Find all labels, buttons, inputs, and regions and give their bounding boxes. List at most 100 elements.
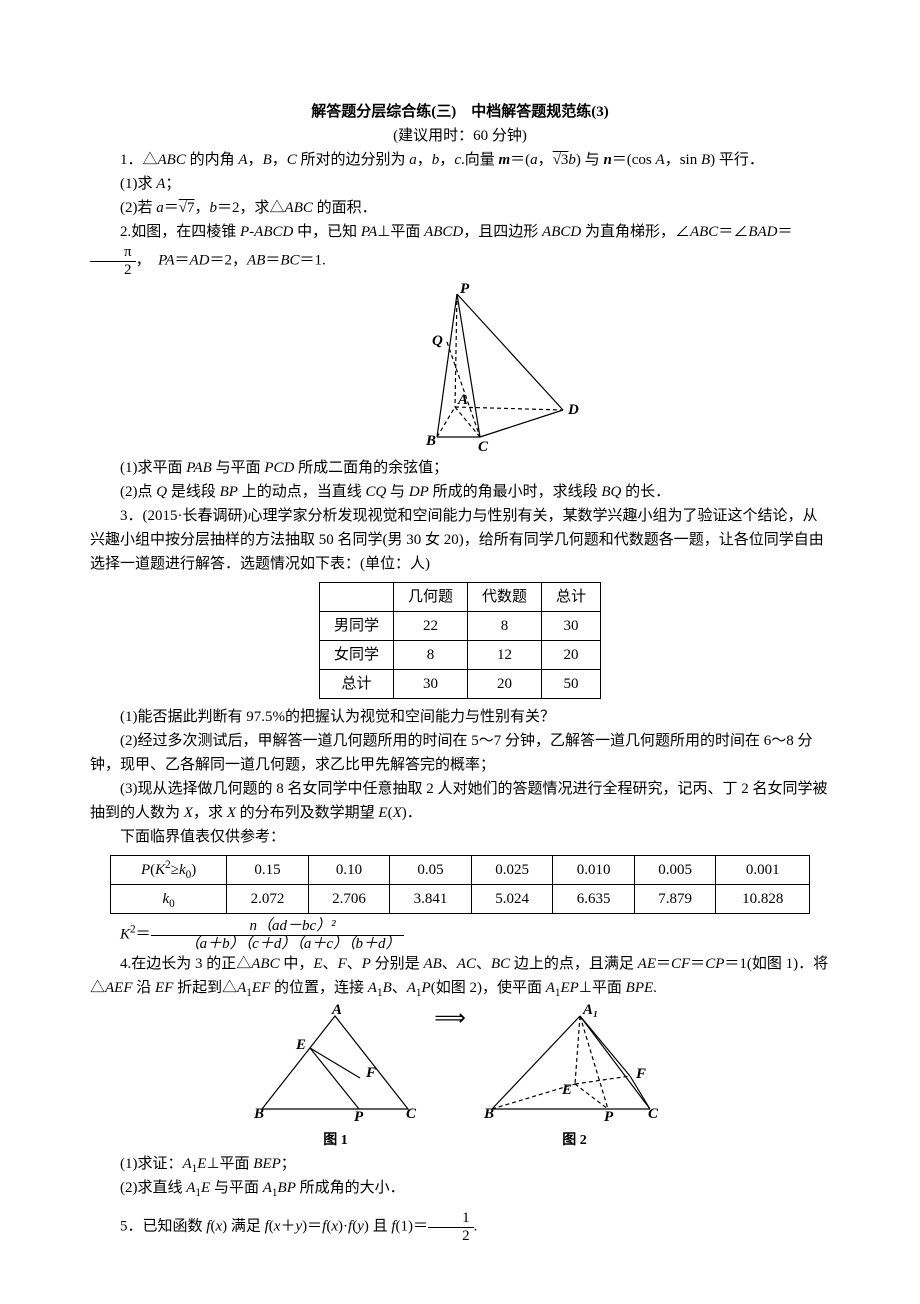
- t: 且: [369, 1219, 392, 1235]
- t: 所成的角最小时，求线段: [429, 484, 602, 500]
- table-row: 总计 30 20 50: [319, 670, 600, 699]
- q2-part1: (1)求平面 PAB 与平面 PCD 所成二面角的余弦值；: [90, 456, 830, 480]
- td: 22: [393, 612, 467, 641]
- k2-formula: K2＝n（ad－bc）²（a＋b）（c＋d）（a＋c）（b＋d）: [90, 918, 830, 952]
- abc: ABC: [285, 200, 313, 216]
- c: C: [287, 152, 297, 168]
- t: .向量: [461, 152, 499, 168]
- ab: AB: [423, 956, 441, 972]
- q3-note: 下面临界值表仅供参考：: [90, 825, 830, 849]
- lbl-F: F: [365, 1065, 376, 1081]
- a1p: A: [407, 980, 416, 996]
- a1ef: A: [237, 980, 246, 996]
- t: 的面积．: [313, 200, 377, 216]
- t: (如图 2)，使平面: [431, 980, 546, 996]
- t: 所成二面角的余弦值；: [294, 460, 448, 476]
- dp: DP: [409, 484, 429, 500]
- lbl-E: E: [295, 1037, 306, 1053]
- t: 的长．: [621, 484, 670, 500]
- lbl-P: P: [460, 282, 470, 297]
- lbl-F: F: [635, 1066, 646, 1082]
- q3-part3: (3)现从选择做几何题的 8 名女同学中任意抽取 2 人对她们的答题情况进行全程…: [90, 777, 830, 825]
- q: Q: [156, 484, 167, 500]
- t: ＝: [778, 224, 793, 240]
- q3-stem: 3．(2015·长春调研)心理学家分析发现视觉和空间能力与性别有关，某数学兴趣小…: [90, 504, 830, 576]
- lbl-B: B: [483, 1106, 494, 1122]
- b4: B: [701, 152, 710, 168]
- lbl-P: P: [604, 1109, 614, 1124]
- x2: X: [227, 805, 236, 821]
- f1: f: [391, 1219, 395, 1235]
- table-gender: 几何题 代数题 总计 男同学 22 8 30 女同学 8 12 20 总计 30…: [319, 582, 601, 699]
- q1-part2: (2)若 a＝√7，b＝2，求△ABC 的面积．: [90, 196, 830, 220]
- cf: CF: [671, 956, 690, 972]
- table-row: 几何题 代数题 总计: [319, 583, 600, 612]
- td: 0.005: [634, 856, 716, 885]
- q3-part1: (1)能否据此判断有 97.5%的把握认为视觉和空间能力与性别有关？: [90, 705, 830, 729]
- eq: ＝: [136, 926, 151, 942]
- t: 5．已知函数: [120, 1219, 206, 1235]
- th: 代数题: [468, 583, 542, 612]
- t: 是线段: [167, 484, 220, 500]
- td: 男同学: [319, 612, 393, 641]
- k2: K: [120, 926, 130, 942]
- b: B: [383, 980, 392, 996]
- figure-row: A B C E F P 图 1 ⟹ A₁ B C P E: [90, 1000, 830, 1152]
- q2-stem: 2.如图，在四棱锥 P-ABCD 中，已知 PA⊥平面 ABCD，且四边形 AB…: [90, 220, 830, 278]
- b3: b: [568, 152, 576, 168]
- td: 30: [393, 670, 467, 699]
- a: a: [156, 200, 164, 216]
- t: 1．△: [120, 152, 158, 168]
- t: ＝: [413, 1219, 428, 1235]
- sqrt3: √3: [553, 152, 569, 168]
- t: 与平面: [210, 1180, 263, 1196]
- a1ep: A: [546, 980, 555, 996]
- a1e: A: [183, 1156, 192, 1172]
- x3: X: [393, 805, 402, 821]
- table-critical: P(K2≥k0) 0.15 0.10 0.05 0.025 0.010 0.00…: [110, 855, 810, 914]
- den: （a＋b）（c＋d）（a＋c）（b＋d）: [151, 936, 405, 953]
- t: 与: [581, 152, 604, 168]
- t: (1)求证：: [120, 1156, 183, 1172]
- td: 2.072: [227, 885, 309, 914]
- bad: BAD: [748, 224, 777, 240]
- t: 的分布列及数学期望: [236, 805, 379, 821]
- lbl-E: E: [561, 1082, 572, 1098]
- ex: E: [378, 805, 387, 821]
- t: 沿: [133, 980, 156, 996]
- table-row: 男同学 22 8 30: [319, 612, 600, 641]
- td: 女同学: [319, 641, 393, 670]
- td: 0.001: [716, 856, 810, 885]
- lbl-D: D: [567, 402, 579, 418]
- t: (2)求直线: [120, 1180, 186, 1196]
- title-sub: (建议用时：60 分钟): [90, 124, 830, 148]
- td: 30: [542, 612, 601, 641]
- a3: a: [530, 152, 538, 168]
- t: (2)点: [120, 484, 156, 500]
- td: 7.879: [634, 885, 716, 914]
- b2: b: [432, 152, 440, 168]
- c2: c: [454, 152, 461, 168]
- q3-part2: (2)经过多次测试后，甲解答一道几何题所用的时间在 5～7 分钟，乙解答一道几何…: [90, 729, 830, 777]
- t: ⊥平面: [206, 1156, 253, 1172]
- a4: A: [656, 152, 665, 168]
- t: ，: [136, 252, 159, 268]
- t: ．: [407, 805, 422, 821]
- lbl-B: B: [425, 433, 436, 449]
- td: 2.706: [308, 885, 390, 914]
- ae: AE: [638, 956, 656, 972]
- td: 12: [468, 641, 542, 670]
- s7: √7: [179, 200, 195, 216]
- pa2: PA: [158, 252, 174, 268]
- x: X: [184, 805, 193, 821]
- lbl-A1: A₁: [582, 1004, 598, 1018]
- half: 12: [428, 1210, 474, 1244]
- arrow-icon: ⟹: [434, 1000, 466, 1035]
- f: F: [338, 956, 347, 972]
- t: ，且四边形: [463, 224, 542, 240]
- q4-part1: (1)求证：A1E⊥平面 BEP；: [90, 1152, 830, 1176]
- td: k0: [111, 885, 227, 914]
- th: 几何题: [393, 583, 467, 612]
- p: P: [362, 956, 371, 972]
- abc: ABC: [690, 224, 718, 240]
